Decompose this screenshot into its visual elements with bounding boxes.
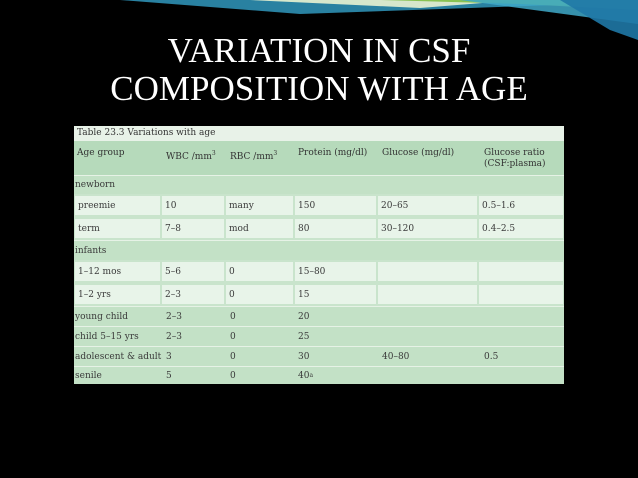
cell-protein: 80 xyxy=(295,219,376,238)
cell-ratio xyxy=(479,262,563,281)
cell-wbc: 2–3 xyxy=(166,331,182,342)
cell-age-group: child 5–15 yrs xyxy=(75,331,139,342)
cell-protein: 40 a xyxy=(298,367,313,384)
section-row-infants: infants xyxy=(74,240,564,260)
table-row-young-child: young child 2–3 0 20 xyxy=(74,306,564,326)
cell-wbc: 5–6 xyxy=(162,262,224,281)
header-rbc-exponent: 3 xyxy=(273,150,278,157)
cell-glucose xyxy=(378,262,477,281)
header-rbc: RBC /mm3 xyxy=(230,148,277,163)
header-ratio-line-1: Glucose ratio xyxy=(484,148,545,158)
table-caption: Table 23.3 Variations with age xyxy=(74,126,564,141)
cell-protein: 15 xyxy=(295,285,376,304)
cell-age-group: 1–12 mos xyxy=(75,262,160,281)
table-row-senile: senile 5 0 40 a xyxy=(74,366,564,384)
cell-wbc: 10 xyxy=(162,196,224,215)
cell-glucose xyxy=(378,285,477,304)
slide-title-line-1: VARIATION IN CSF xyxy=(167,31,471,70)
cell-ratio: 0.5–1.6 xyxy=(479,196,563,215)
cell-wbc: 5 xyxy=(166,370,172,381)
cell-glucose: 20–65 xyxy=(378,196,477,215)
cell-wbc: 2–3 xyxy=(166,311,182,322)
cell-age-group: preemie xyxy=(75,196,160,215)
slide-title: VARIATION IN CSF COMPOSITION WITH AGE xyxy=(0,32,638,108)
header-protein: Protein (mg/dl) xyxy=(298,148,368,158)
cell-rbc: 0 xyxy=(230,331,236,342)
csf-age-table: Table 23.3 Variations with age Age group… xyxy=(74,126,564,384)
cell-ratio: 0.4–2.5 xyxy=(479,219,563,238)
cell-rbc: 0 xyxy=(230,311,236,322)
cell-rbc: 0 xyxy=(230,370,236,381)
cell-rbc: 0 xyxy=(226,262,293,281)
cell-age-group: term xyxy=(75,219,160,238)
cell-protein: 20 xyxy=(298,311,310,322)
cell-protein: 25 xyxy=(298,331,310,342)
table-row-infant-1-2-yrs: 1–2 yrs 2–3 0 15 xyxy=(74,283,564,306)
table-row-adolescent-adult: adolescent & adult 3 0 30 40–80 0.5 xyxy=(74,346,564,366)
section-label: infants xyxy=(75,245,107,256)
cell-glucose: 40–80 xyxy=(382,351,410,362)
cell-protein: 15–80 xyxy=(295,262,376,281)
cell-ratio xyxy=(479,285,563,304)
slide-title-line-2: COMPOSITION WITH AGE xyxy=(110,69,528,108)
cell-age-group: 1–2 yrs xyxy=(75,285,160,304)
cell-rbc: many xyxy=(226,196,293,215)
header-glucose: Glucose (mg/dl) xyxy=(382,148,455,158)
header-age-group: Age group xyxy=(77,148,125,158)
cell-ratio: 0.5 xyxy=(484,351,499,362)
header-wbc-exponent: 3 xyxy=(211,150,216,157)
section-row-newborn: newborn xyxy=(74,175,564,194)
cell-wbc: 2–3 xyxy=(162,285,224,304)
cell-rbc: mod xyxy=(226,219,293,238)
cell-age-group: senile xyxy=(75,370,102,381)
cell-wbc: 7–8 xyxy=(162,219,224,238)
table-row-term: term 7–8 mod 80 30–120 0.4–2.5 xyxy=(74,217,564,240)
table-row-infant-1-12-mos: 1–12 mos 5–6 0 15–80 xyxy=(74,260,564,283)
cell-rbc: 0 xyxy=(230,351,236,362)
header-ratio-line-2: (CSF:plasma) xyxy=(484,159,546,169)
cell-age-group: young child xyxy=(75,311,129,322)
header-wbc: WBC /mm3 xyxy=(166,148,216,163)
footnote-mark: a xyxy=(309,372,314,379)
cell-age-group: adolescent & adult xyxy=(75,351,162,362)
cell-rbc: 0 xyxy=(226,285,293,304)
cell-protein: 150 xyxy=(295,196,376,215)
table-row-child-5-15-yrs: child 5–15 yrs 2–3 0 25 xyxy=(74,326,564,346)
cell-protein-value: 40 xyxy=(298,370,310,381)
cell-wbc: 3 xyxy=(166,351,172,362)
cell-glucose: 30–120 xyxy=(378,219,477,238)
header-rbc-label: RBC /mm xyxy=(230,152,274,162)
header-ratio: Glucose ratio (CSF:plasma) xyxy=(484,148,546,170)
table-row-preemie: preemie 10 many 150 20–65 0.5–1.6 xyxy=(74,194,564,217)
table-header-row: Age group WBC /mm3 RBC /mm3 Protein (mg/… xyxy=(74,141,564,175)
header-wbc-label: WBC /mm xyxy=(166,152,212,162)
cell-protein: 30 xyxy=(298,351,310,362)
decorative-header-swoosh xyxy=(120,0,638,40)
section-label: newborn xyxy=(75,180,116,190)
